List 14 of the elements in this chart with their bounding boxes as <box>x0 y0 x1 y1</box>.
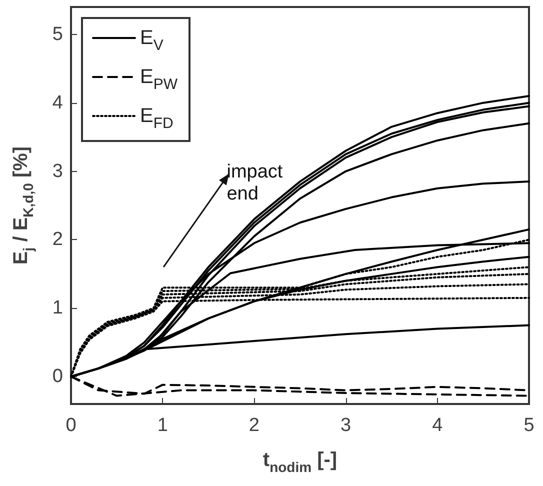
x-tick-label: 1 <box>157 415 168 436</box>
x-tick-label: 0 <box>66 415 76 436</box>
x-tick-label: 2 <box>248 415 260 436</box>
y-tick-label: 0 <box>52 366 63 388</box>
x-tick-label: 3 <box>340 415 352 436</box>
x-tick-label: 5 <box>524 415 534 436</box>
x-tick-label: 4 <box>432 415 444 436</box>
y-tick-label: 5 <box>52 24 63 45</box>
y-tick-label: 3 <box>52 160 63 182</box>
y-tick-label: 4 <box>52 92 64 114</box>
y-axis-title: Ej / EK,d,0 [%] <box>10 146 36 265</box>
annotation: impact end <box>226 162 284 205</box>
y-tick-label: 2 <box>52 229 63 250</box>
y-tick-label: 1 <box>52 298 63 319</box>
